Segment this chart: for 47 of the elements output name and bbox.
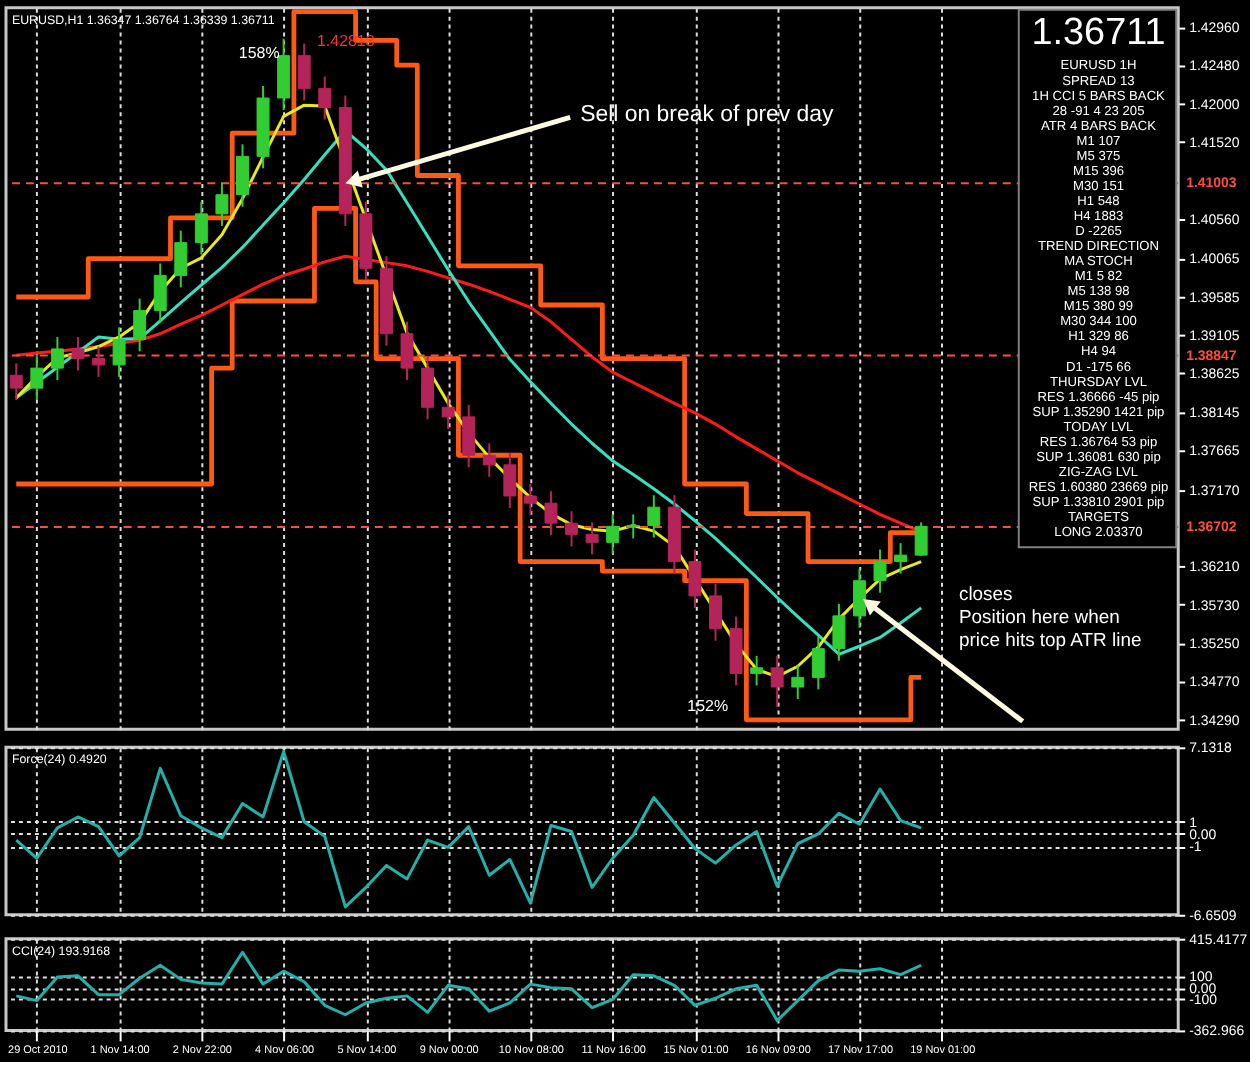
line-series bbox=[14, 950, 923, 1023]
candlestick bbox=[811, 635, 825, 691]
candlestick bbox=[441, 394, 455, 430]
candlestick bbox=[92, 345, 106, 378]
candlestick bbox=[729, 615, 743, 687]
annotation: 1.36711 bbox=[1031, 11, 1166, 54]
candlestick bbox=[174, 229, 188, 289]
candlestick bbox=[297, 42, 311, 102]
candlestick bbox=[9, 362, 23, 402]
candlestick bbox=[400, 320, 414, 382]
candlestick bbox=[914, 521, 928, 557]
candlestick bbox=[873, 548, 887, 594]
candlestick bbox=[482, 442, 496, 478]
candlestick bbox=[462, 403, 476, 469]
candlestick bbox=[503, 451, 517, 509]
candlestick bbox=[153, 262, 167, 324]
annotation: closes Position here when price hits top ATR line bbox=[958, 583, 1142, 652]
candlestick bbox=[30, 355, 44, 402]
candlestick bbox=[626, 513, 640, 540]
candlestick bbox=[112, 326, 126, 378]
candlestick bbox=[421, 355, 435, 421]
candlestick bbox=[544, 490, 558, 537]
candlestick bbox=[194, 200, 208, 256]
candlestick bbox=[585, 521, 599, 556]
line-series bbox=[14, 749, 923, 909]
candlestick bbox=[647, 494, 661, 539]
candlestick bbox=[133, 297, 147, 353]
candlestick bbox=[688, 548, 702, 609]
candlestick bbox=[832, 602, 846, 662]
annotation: 158% bbox=[238, 43, 280, 62]
candlestick bbox=[318, 75, 332, 121]
candlestick bbox=[71, 335, 85, 372]
candlestick bbox=[236, 143, 249, 208]
candlestick bbox=[565, 510, 579, 548]
candlestick bbox=[709, 582, 722, 642]
candlestick bbox=[215, 181, 229, 227]
candlestick bbox=[606, 513, 620, 556]
candlestick bbox=[791, 664, 805, 700]
candlestick bbox=[894, 542, 908, 575]
candlestick bbox=[750, 654, 764, 687]
candlestick bbox=[277, 37, 291, 111]
candlestick bbox=[852, 567, 866, 629]
candlestick bbox=[50, 335, 64, 382]
candlestick bbox=[523, 483, 537, 517]
annotation: 152% bbox=[687, 697, 729, 716]
annotation: Sell on break of prev day bbox=[580, 103, 835, 128]
candlestick bbox=[770, 654, 784, 708]
